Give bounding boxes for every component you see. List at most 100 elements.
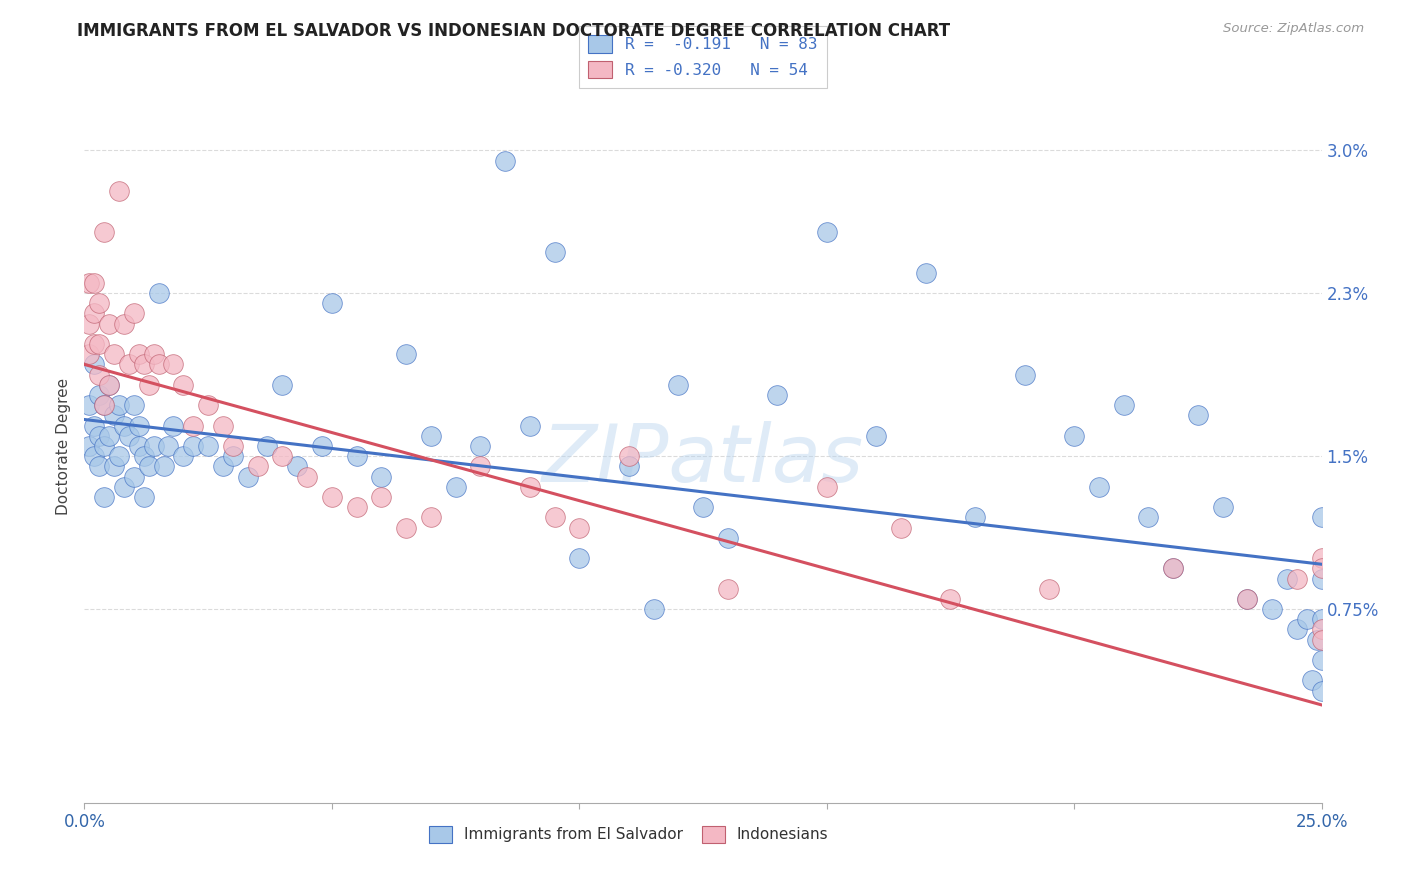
- Point: [112, 317, 135, 331]
- Point: [172, 377, 194, 392]
- Point: [83, 306, 105, 320]
- Point: [222, 449, 245, 463]
- Point: [815, 480, 838, 494]
- Point: [128, 439, 150, 453]
- Point: [1295, 612, 1317, 626]
- Point: [103, 347, 125, 361]
- Point: [1310, 632, 1333, 647]
- Point: [142, 439, 165, 453]
- Point: [568, 551, 591, 566]
- Point: [122, 306, 145, 320]
- Point: [717, 582, 740, 596]
- Point: [122, 398, 145, 412]
- Point: [93, 398, 115, 412]
- Point: [617, 449, 640, 463]
- Point: [93, 439, 115, 453]
- Point: [212, 418, 235, 433]
- Point: [83, 337, 105, 351]
- Point: [1310, 572, 1333, 586]
- Point: [89, 368, 111, 382]
- Point: [1275, 572, 1298, 586]
- Point: [93, 490, 115, 504]
- Point: [108, 449, 131, 463]
- Point: [1088, 480, 1111, 494]
- Point: [1310, 612, 1333, 626]
- Point: [246, 459, 269, 474]
- Point: [1236, 591, 1258, 606]
- Point: [83, 449, 105, 463]
- Text: IMMIGRANTS FROM EL SALVADOR VS INDONESIAN DOCTORATE DEGREE CORRELATION CHART: IMMIGRANTS FROM EL SALVADOR VS INDONESIA…: [77, 22, 950, 40]
- Point: [132, 449, 155, 463]
- Point: [543, 245, 565, 260]
- Point: [181, 418, 204, 433]
- Point: [395, 347, 418, 361]
- Point: [643, 602, 665, 616]
- Point: [98, 377, 121, 392]
- Point: [79, 317, 101, 331]
- Point: [89, 429, 111, 443]
- Point: [311, 439, 333, 453]
- Point: [93, 225, 115, 239]
- Point: [89, 337, 111, 351]
- Point: [79, 347, 101, 361]
- Point: [108, 184, 131, 198]
- Point: [494, 153, 516, 168]
- Point: [321, 296, 343, 310]
- Point: [271, 449, 294, 463]
- Point: [815, 225, 838, 239]
- Point: [1310, 551, 1333, 566]
- Y-axis label: Doctorate Degree: Doctorate Degree: [56, 377, 72, 515]
- Point: [138, 377, 160, 392]
- Point: [148, 358, 170, 372]
- Point: [89, 296, 111, 310]
- Point: [543, 510, 565, 524]
- Point: [321, 490, 343, 504]
- Point: [172, 449, 194, 463]
- Point: [157, 439, 180, 453]
- Point: [1014, 368, 1036, 382]
- Point: [79, 398, 101, 412]
- Point: [370, 490, 392, 504]
- Point: [865, 429, 887, 443]
- Point: [138, 459, 160, 474]
- Point: [122, 469, 145, 483]
- Point: [98, 317, 121, 331]
- Point: [98, 377, 121, 392]
- Point: [470, 459, 492, 474]
- Text: Source: ZipAtlas.com: Source: ZipAtlas.com: [1223, 22, 1364, 36]
- Point: [1137, 510, 1160, 524]
- Point: [1261, 602, 1284, 616]
- Point: [470, 439, 492, 453]
- Point: [79, 276, 101, 290]
- Point: [666, 377, 689, 392]
- Point: [89, 459, 111, 474]
- Point: [1187, 409, 1209, 423]
- Point: [118, 358, 141, 372]
- Point: [128, 418, 150, 433]
- Point: [617, 459, 640, 474]
- Point: [419, 429, 441, 443]
- Point: [1310, 623, 1333, 637]
- Point: [222, 439, 245, 453]
- Point: [256, 439, 278, 453]
- Point: [395, 520, 418, 534]
- Point: [128, 347, 150, 361]
- Point: [519, 418, 541, 433]
- Point: [419, 510, 441, 524]
- Point: [148, 286, 170, 301]
- Point: [132, 358, 155, 372]
- Point: [112, 418, 135, 433]
- Point: [118, 429, 141, 443]
- Point: [717, 531, 740, 545]
- Point: [93, 398, 115, 412]
- Point: [79, 439, 101, 453]
- Point: [108, 398, 131, 412]
- Point: [1310, 561, 1333, 575]
- Point: [914, 266, 936, 280]
- Point: [1310, 510, 1333, 524]
- Point: [132, 490, 155, 504]
- Point: [236, 469, 259, 483]
- Point: [83, 358, 105, 372]
- Point: [346, 449, 368, 463]
- Point: [197, 439, 219, 453]
